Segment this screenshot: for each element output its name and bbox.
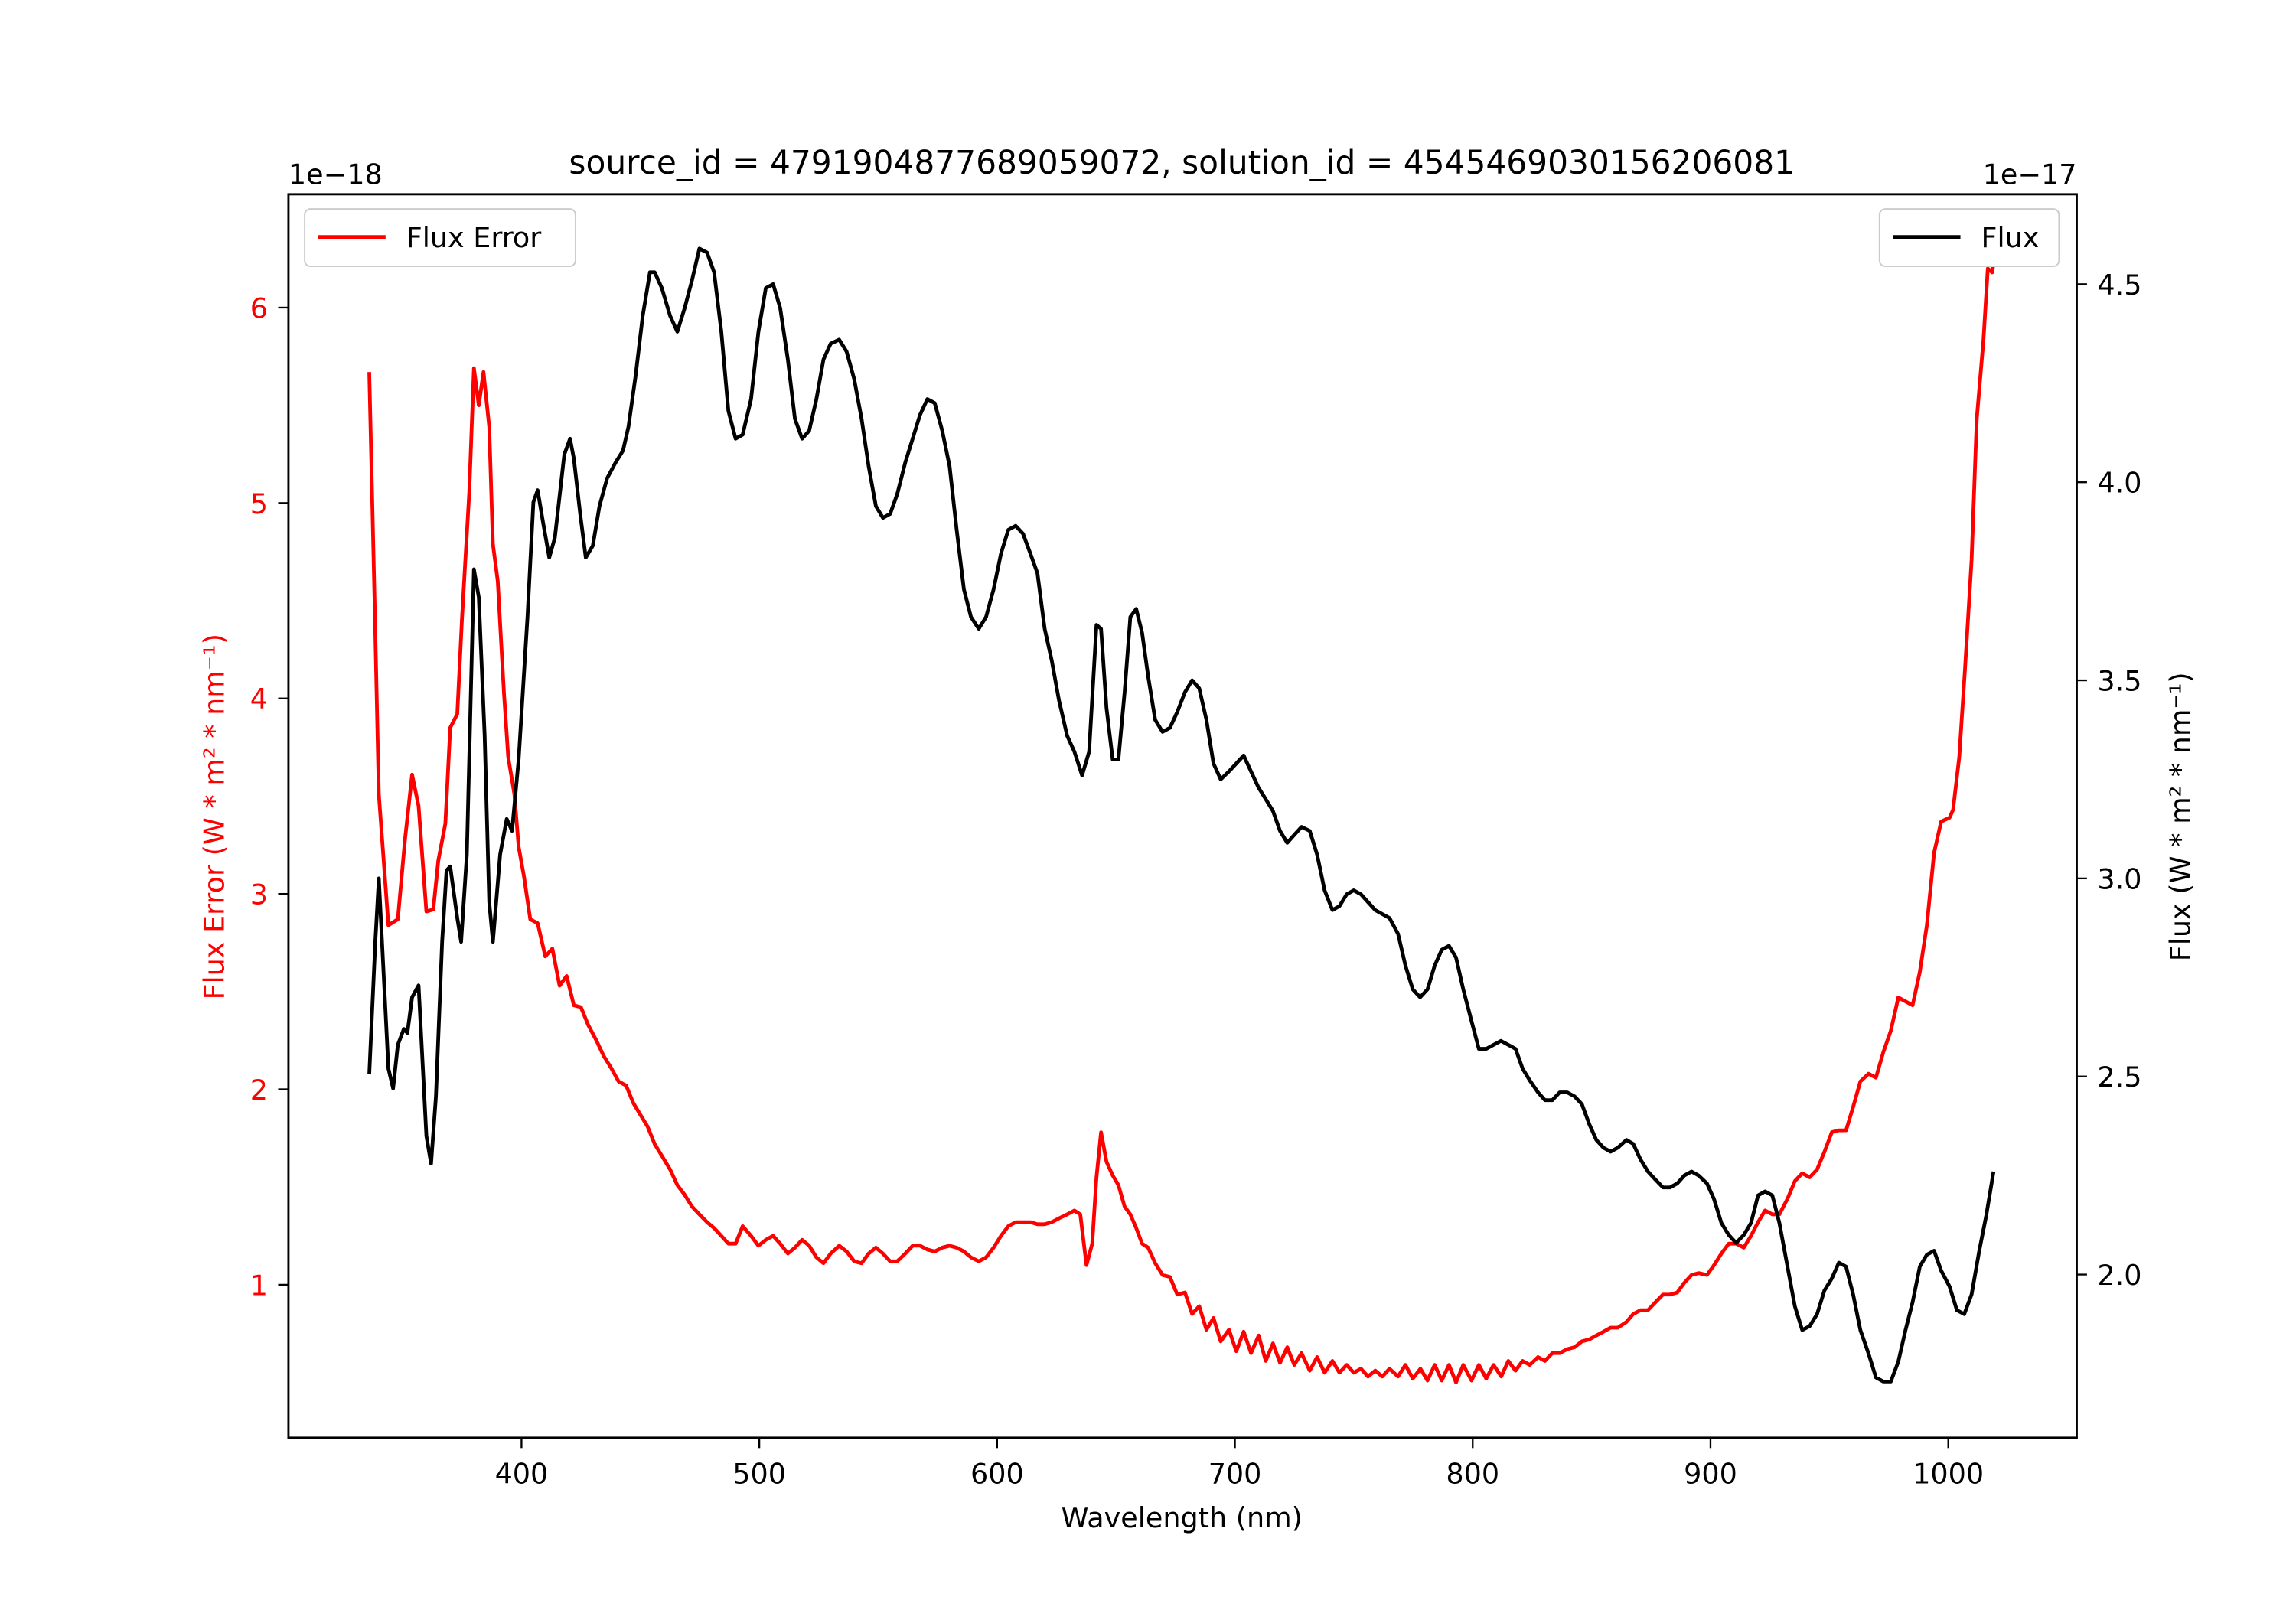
- left-y-tick-label: 6: [250, 292, 268, 324]
- left-y-tick-label: 3: [250, 878, 268, 911]
- left-offset-text: 1e−18: [289, 158, 383, 191]
- right-y-tick-label: 4.0: [2097, 467, 2141, 500]
- left-y-tick-label: 2: [250, 1074, 268, 1107]
- right-y-tick-label: 2.0: [2097, 1259, 2141, 1292]
- x-tick-label: 700: [1208, 1457, 1262, 1490]
- x-tick-label: 600: [970, 1457, 1024, 1490]
- x-tick-label: 900: [1684, 1457, 1737, 1490]
- left-y-tick-label: 4: [250, 683, 268, 715]
- legend-box: [304, 208, 576, 268]
- right-offset-text: 1e−17: [1983, 158, 2077, 191]
- plot-frame: [287, 193, 2078, 1439]
- right-y-tick-label: 3.0: [2097, 862, 2141, 895]
- right-y-tick-label: 2.5: [2097, 1061, 2141, 1094]
- x-tick-label: 800: [1446, 1457, 1499, 1490]
- legend-flux-error: Flux Error: [304, 208, 576, 268]
- series-line-flux-error: [367, 250, 1998, 1384]
- right-y-tick-label: 4.5: [2097, 269, 2141, 302]
- left-axis-label: Flux Error (W * m² * nm⁻¹): [197, 634, 230, 1000]
- legend-label-flux-error: Flux Error: [406, 221, 543, 254]
- left-y-tick-label: 5: [250, 487, 268, 520]
- x-tick-label: 400: [495, 1457, 549, 1490]
- right-y-tick-label: 3.5: [2097, 665, 2141, 698]
- left-y-tick-label: 1: [250, 1269, 268, 1302]
- legend-box: [1878, 208, 2060, 268]
- legend-label-flux: Flux: [1981, 221, 2039, 254]
- legend-flux: Flux: [1878, 208, 2060, 268]
- series-line-flux: [367, 246, 1996, 1384]
- chart-title: source_id = 4791904877689059072, solutio…: [569, 144, 1795, 181]
- x-tick-label: 1000: [1913, 1457, 1984, 1490]
- right-axis-label: Flux (W * m² * nm⁻¹): [2164, 672, 2197, 961]
- x-tick-label: 500: [732, 1457, 786, 1490]
- x-axis-label: Wavelength (nm): [1062, 1501, 1303, 1534]
